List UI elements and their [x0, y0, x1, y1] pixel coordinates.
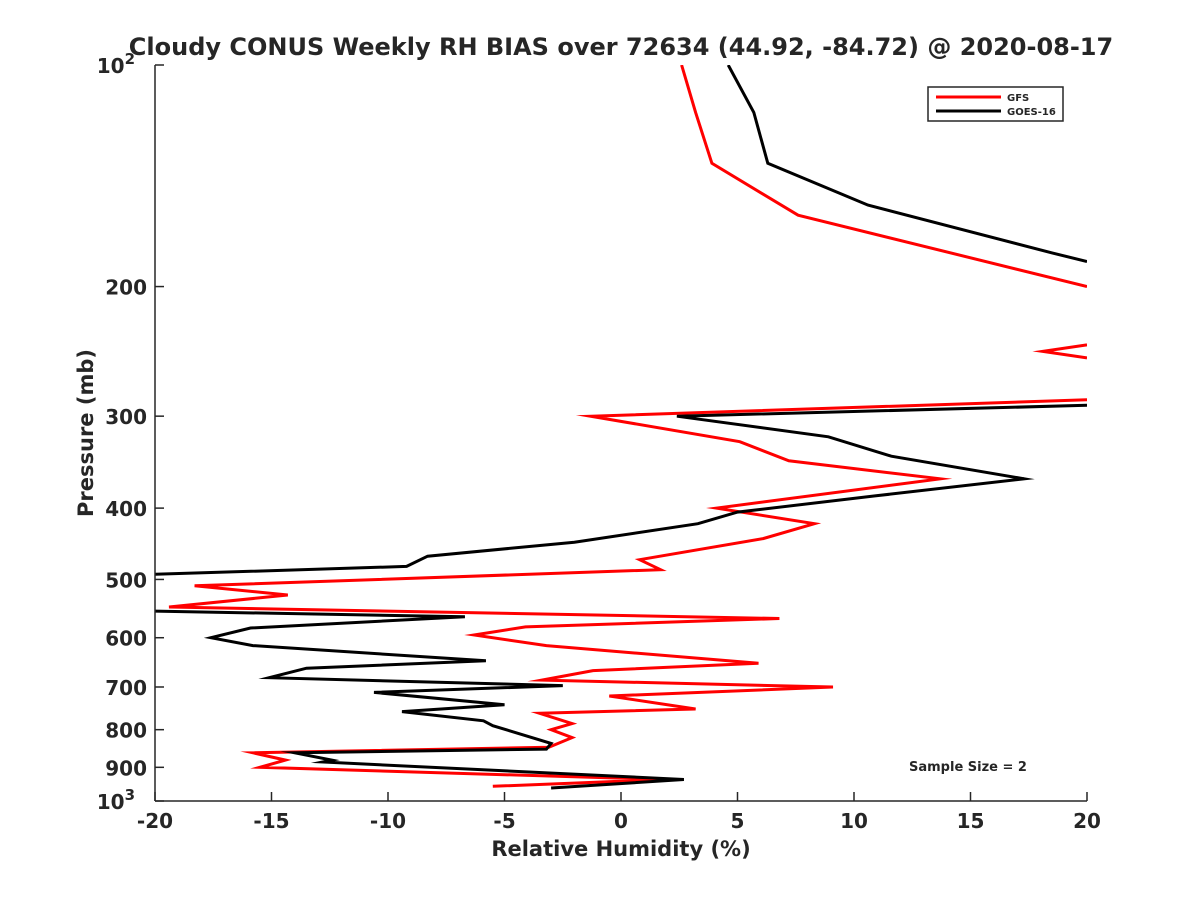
- series-line-segment: [168, 398, 1087, 788]
- y-tick-label: 700: [105, 676, 147, 700]
- x-axis-label: Relative Humidity (%): [491, 837, 750, 861]
- x-tick-label: -10: [370, 809, 406, 833]
- sample-size-annotation: Sample Size = 2: [909, 760, 1027, 775]
- x-tick-label: 10: [840, 809, 868, 833]
- series-gfs: [168, 65, 1087, 788]
- series-line-segment: [155, 609, 684, 790]
- x-tick-label: 0: [614, 809, 628, 833]
- plot-area: [155, 65, 1087, 790]
- series-line-segment: [726, 65, 1087, 264]
- series-line-segment: [1032, 343, 1087, 360]
- x-tick-label: 20: [1073, 809, 1101, 833]
- chart-title: Cloudy CONUS Weekly RH BIAS over 72634 (…: [129, 33, 1113, 61]
- y-tick-label: 200: [105, 276, 147, 300]
- legend-box: [927, 86, 1064, 122]
- y-tick-label: 900: [105, 756, 147, 780]
- y-tick-label: 600: [105, 627, 147, 651]
- series-line-segment: [680, 65, 1087, 289]
- series-goes-16: [155, 65, 1087, 790]
- x-tick-label: -20: [137, 809, 173, 833]
- y-tick-label: 500: [105, 568, 147, 592]
- y-tick-label: 800: [105, 719, 147, 743]
- x-tick-label: -15: [253, 809, 289, 833]
- x-tick-label: -5: [493, 809, 515, 833]
- legend-label: GOES-16: [1007, 107, 1056, 118]
- x-tick-label: 15: [957, 809, 985, 833]
- legend: GFS GOES-16: [927, 86, 1064, 122]
- y-axis-label: Pressure (mb): [74, 349, 98, 517]
- y-tick-label: 400: [105, 497, 147, 521]
- series-line-segment: [155, 403, 1087, 576]
- x-tick-label: 5: [731, 809, 745, 833]
- legend-label: GFS: [1007, 93, 1029, 104]
- y-tick-exponent: 3: [125, 786, 135, 804]
- y-tick-exponent: 2: [125, 50, 135, 68]
- y-tick-label: 300: [105, 405, 147, 429]
